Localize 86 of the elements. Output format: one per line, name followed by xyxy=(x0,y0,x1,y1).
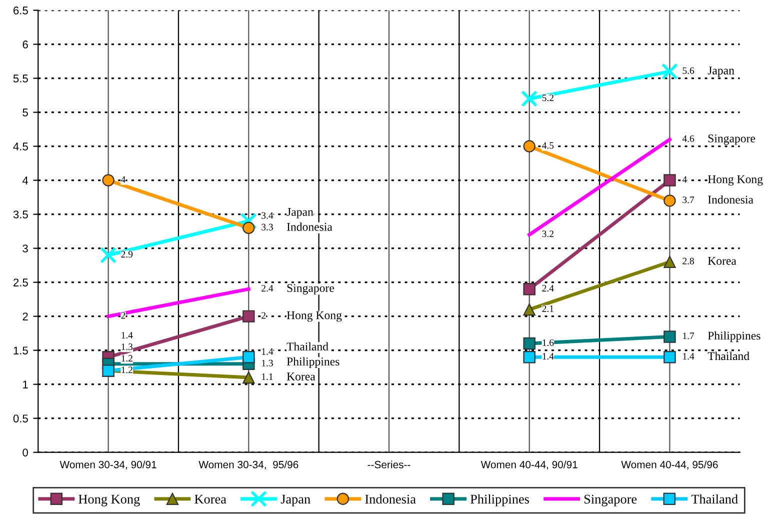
y-tick-label: 4 xyxy=(22,176,28,184)
data-label: 2.8 xyxy=(682,258,694,264)
point xyxy=(242,371,255,384)
text: Thailand xyxy=(708,352,750,360)
point xyxy=(242,222,255,234)
data-label: 5.2 xyxy=(542,94,554,102)
y-tick-label: 2 xyxy=(22,312,28,320)
x-tick-label: Women 30-34, 95/96 xyxy=(198,460,298,470)
text: Philippines xyxy=(286,357,340,368)
point xyxy=(664,194,676,207)
data-label: 3.7 xyxy=(682,196,694,204)
data-label: 2.9 xyxy=(121,251,133,258)
data-label: 1.4 xyxy=(122,332,133,339)
point xyxy=(523,303,536,316)
legend-label: Singapore xyxy=(584,494,637,506)
legend-label: Japan xyxy=(280,494,310,506)
x-tick-label: Women 40-44, 95/96 xyxy=(621,460,718,470)
y-tick-label: 6 xyxy=(22,40,28,48)
text: Singapore xyxy=(287,284,334,294)
point xyxy=(240,212,257,230)
data-label: 3.4 xyxy=(262,212,274,219)
y-tick-label: 4.5 xyxy=(13,142,28,150)
text: Thailand xyxy=(286,342,328,351)
data-label: 2.1 xyxy=(542,305,554,312)
data-label: 1.4 xyxy=(683,353,694,360)
data-label: 1.3 xyxy=(122,343,133,350)
y-tick-label: 6.5 xyxy=(14,6,28,14)
data-label: 4.6 xyxy=(682,135,694,142)
legend-label: Indonesia xyxy=(365,494,416,504)
y-tick-label: 0.5 xyxy=(13,414,28,422)
point xyxy=(664,174,676,186)
point xyxy=(523,337,536,350)
point xyxy=(664,256,676,268)
y-tick-label: 5 xyxy=(22,108,28,116)
data-label: 1.4 xyxy=(262,348,274,355)
point xyxy=(102,174,114,186)
y-tick-label: 5.5 xyxy=(13,74,28,82)
point xyxy=(242,351,255,364)
data-label: 4 xyxy=(682,176,687,183)
point xyxy=(664,351,676,364)
text: Indonesia xyxy=(708,195,754,204)
text: Hong Kong xyxy=(286,311,342,322)
data-label: 1.1 xyxy=(262,373,273,380)
text: Korea xyxy=(708,257,736,265)
data-label: 5.6 xyxy=(682,67,694,74)
data-label: 1.2 xyxy=(122,355,132,362)
data-label: 3.3 xyxy=(262,224,273,230)
legend-label: Thailand xyxy=(691,494,738,504)
data-label: 3.2 xyxy=(542,230,554,238)
y-tick-label: 1 xyxy=(23,380,28,388)
text: Japan xyxy=(286,208,314,218)
data-label: 4 xyxy=(120,176,126,183)
data-label: 2.4 xyxy=(542,285,554,292)
point xyxy=(100,246,117,264)
point xyxy=(664,330,676,343)
data-label: 1.4 xyxy=(542,353,554,360)
point xyxy=(523,282,536,296)
data-label: 2 xyxy=(262,312,266,319)
data-label: 1.2 xyxy=(122,366,132,374)
point xyxy=(242,310,255,322)
y-tick-label: 2.5 xyxy=(14,278,28,286)
text: Korea xyxy=(286,372,316,380)
text: Philippines xyxy=(708,331,760,342)
data-label: 4.5 xyxy=(542,142,554,149)
x-tick-label: Women 40-44, 90/91 xyxy=(480,460,578,470)
y-tick-label: 3.5 xyxy=(13,210,28,218)
y-tick-label: 1.5 xyxy=(14,346,28,354)
legend-label: Hong Kong xyxy=(78,494,140,506)
point xyxy=(523,351,536,364)
x-tick-label: Women 30-34, 90/91 xyxy=(60,460,156,470)
text: Singapore xyxy=(708,134,756,145)
y-tick-label: 3 xyxy=(22,244,28,252)
data-label: 1.3 xyxy=(262,360,273,366)
point xyxy=(523,140,536,152)
point xyxy=(661,63,678,80)
legend-label: Philippines xyxy=(470,494,529,506)
y-tick-label: 0 xyxy=(22,448,28,456)
point xyxy=(521,90,538,108)
data-label: 2.4 xyxy=(262,285,274,292)
text: Hong Kong xyxy=(708,175,763,186)
data-label: 1.7 xyxy=(683,332,694,340)
text: Indonesia xyxy=(286,222,332,231)
data-label: 1.6 xyxy=(542,339,554,346)
legend-label: Korea xyxy=(194,494,226,504)
text: Japan xyxy=(708,66,734,77)
x-tick-label: --Series-- xyxy=(368,460,410,468)
